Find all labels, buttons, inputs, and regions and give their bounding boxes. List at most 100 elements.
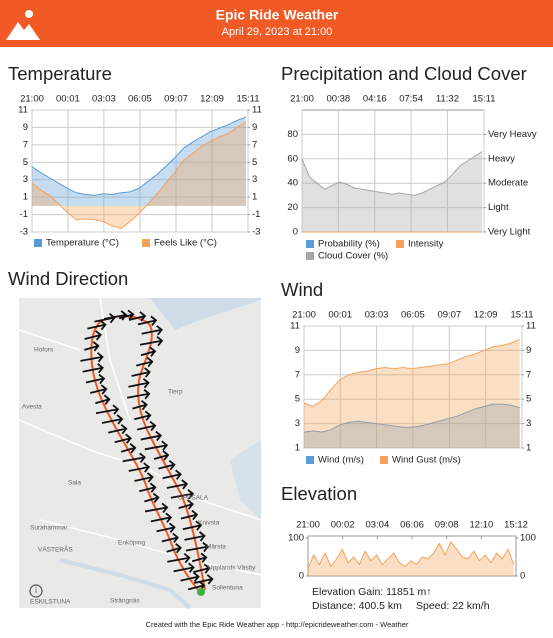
chart-title: Wind <box>281 279 323 300</box>
y-tick-label: -1 <box>20 209 28 220</box>
area-fill <box>32 117 246 206</box>
x-tick-label: 21:00 <box>290 94 314 105</box>
y2-tick-label: 9 <box>252 122 257 133</box>
wind-arrow <box>161 532 180 544</box>
wind-arrow <box>144 502 169 514</box>
legend-swatch <box>396 240 404 248</box>
wind-arrow <box>180 571 200 583</box>
y-tick-label: 80 <box>287 129 298 140</box>
x-tick-label: 09:07 <box>164 94 188 105</box>
area-fill <box>304 339 520 448</box>
header-bar <box>0 0 553 47</box>
wind-arrow <box>173 562 195 573</box>
map-lake <box>59 558 192 610</box>
series-line <box>303 403 520 433</box>
series-line <box>31 116 247 196</box>
y2-tick-label: Moderate <box>488 178 528 189</box>
y2-tick-label: 5 <box>252 157 257 168</box>
series-line <box>303 338 520 408</box>
wind-arrow <box>166 543 182 554</box>
wind-arrow <box>153 450 170 461</box>
map-water <box>150 298 261 330</box>
wind-arrow <box>134 410 152 421</box>
info-button[interactable] <box>29 584 43 598</box>
legend-swatch <box>142 239 150 247</box>
legend-swatch <box>34 239 42 247</box>
y2-tick-label: 5 <box>526 394 531 405</box>
y2-tick-label: 3 <box>252 174 257 185</box>
footer: Created with the Epic Ride Weather app -… <box>146 620 409 629</box>
wind-arrow <box>139 336 164 347</box>
map-label: Upplands Väsby <box>208 565 256 572</box>
y2-tick-label: -3 <box>252 227 260 238</box>
wind-arrow <box>139 482 157 493</box>
wind-arrow <box>131 367 151 378</box>
wind-arrow <box>137 315 158 326</box>
y2-tick-label: 0 <box>520 571 525 582</box>
x-tick-label: 21:00 <box>292 310 316 321</box>
map-label: VÄSTERÅS <box>38 545 73 554</box>
map-label: Sollentuna <box>212 585 243 592</box>
x-tick-label: 07:54 <box>399 94 423 105</box>
y-tick-label: 1 <box>23 192 28 203</box>
wind-arrow <box>141 325 163 336</box>
wind-arrow <box>178 499 194 510</box>
wind-arrow <box>126 389 151 400</box>
legend-label: Feels Like (°C) <box>154 238 217 249</box>
wind-arrow <box>156 522 176 533</box>
x-tick-label: 15:11 <box>236 94 259 105</box>
area-fill <box>308 541 514 576</box>
legend-label: Cloud Cover (%) <box>318 251 388 262</box>
distance: Distance: 400.5 km <box>312 600 402 612</box>
wind-arrow <box>162 469 182 480</box>
app-subtitle: April 29, 2023 at 21:00 <box>222 26 333 38</box>
map-label: Märsta <box>206 544 226 551</box>
y-tick-label: -3 <box>20 227 28 238</box>
x-tick-label: 06:05 <box>128 94 152 105</box>
x-tick-label: 15:12 <box>504 520 528 531</box>
x-tick-label: 12:10 <box>469 520 493 531</box>
legend-label: Wind Gust (m/s) <box>392 455 461 466</box>
wind-arrow <box>167 553 191 564</box>
logo-mountain <box>6 22 40 40</box>
y-tick-label: 60 <box>287 153 298 164</box>
wind-arrow <box>108 423 128 435</box>
map-label: Strängnäs <box>110 598 140 605</box>
series-line <box>301 151 483 196</box>
y2-tick-label: 11 <box>252 105 262 116</box>
legend-label: Temperature (°C) <box>46 238 119 249</box>
wind-arrow <box>144 492 160 504</box>
x-tick-label: 15:11 <box>510 310 533 321</box>
y2-tick-label: Very Heavy <box>488 129 537 140</box>
wind-arrow <box>144 440 169 451</box>
x-tick-label: 00:38 <box>326 94 350 105</box>
wind-arrow <box>170 489 195 500</box>
legend-swatch <box>380 456 388 464</box>
map-road <box>18 297 262 576</box>
legend-swatch <box>306 252 314 260</box>
x-tick-label: 03:03 <box>92 94 116 105</box>
wind-arrow <box>84 341 100 352</box>
wind-arrow <box>128 462 151 473</box>
y-tick-label: 5 <box>23 157 28 168</box>
series-line <box>31 121 247 230</box>
x-tick-label: 12:09 <box>474 310 498 321</box>
area-fill <box>304 404 520 448</box>
wind-arrow <box>95 394 111 405</box>
wind-arrow <box>140 430 163 442</box>
y2-tick-label: 3 <box>526 418 531 429</box>
x-tick-label: 09:08 <box>435 520 459 531</box>
y-tick-label: 20 <box>287 202 298 213</box>
wind-arrow <box>84 330 102 341</box>
x-tick-label: 00:02 <box>331 520 355 531</box>
y-tick-label: 7 <box>23 139 28 150</box>
y-tick-label: 11 <box>290 321 300 332</box>
x-tick-label: 09:07 <box>437 310 461 321</box>
plot-frame <box>307 535 517 577</box>
legend-label: Intensity <box>408 239 444 250</box>
wind-arrow <box>85 373 106 385</box>
wind-arrow <box>184 531 206 542</box>
wind-arrows <box>80 309 214 591</box>
